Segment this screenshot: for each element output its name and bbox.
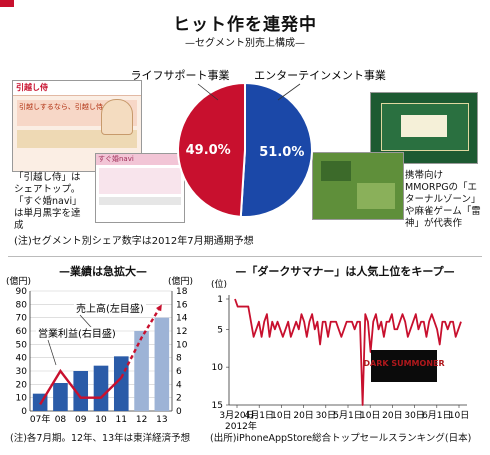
bar-y-left-tick: 70 bbox=[16, 314, 28, 324]
bar-y-right-tick: 12 bbox=[176, 327, 187, 337]
pie-value-label: 49.0% bbox=[186, 143, 231, 158]
sales-label-bg bbox=[74, 302, 146, 315]
ranking-line bbox=[234, 298, 462, 406]
callout-right: 携帯向けMMORPGの「エターナルゾーン」や麻雀ゲーム「雷神」が代表作 bbox=[405, 170, 481, 229]
bar-chart-footnote: (注)各7月期。12年、13年は東洋経済予想 bbox=[10, 433, 191, 444]
pie-value-label: 51.0% bbox=[259, 145, 304, 160]
pie-category-label: エンターテインメント事業 bbox=[254, 69, 386, 82]
bar-y-left-tick: 0 bbox=[21, 407, 27, 417]
callout-left: 「引越し侍」はシェアトップ。「すぐ婚navi」は単月黒字を達成 bbox=[14, 172, 82, 231]
bar-x-tick: 13 bbox=[156, 415, 167, 425]
line-x-tick: 30日 bbox=[316, 410, 336, 421]
profit-arrowhead bbox=[155, 304, 162, 312]
sales-bar bbox=[134, 331, 149, 411]
sales-bar bbox=[53, 383, 68, 411]
bar-y-right-tick: 4 bbox=[176, 380, 182, 390]
line-y-tick: 1 bbox=[217, 295, 223, 305]
pie-chart: 49.0% 51.0% ライフサポート事業 エンターテインメント事業 bbox=[131, 69, 386, 218]
profit-series-label: 営業利益(右目盛) bbox=[38, 327, 116, 340]
bar-y-right-tick: 6 bbox=[176, 367, 182, 377]
page-title: ヒット作を連発中 bbox=[173, 15, 317, 35]
corner-mark bbox=[0, 0, 14, 7]
bar-y-right-tick: 18 bbox=[176, 287, 188, 297]
samurai-mascot bbox=[101, 99, 133, 135]
bar-y-right-tick: 14 bbox=[176, 314, 188, 324]
line-chart-footnote: (出所)iPhoneAppStore総合トップセールスランキング(日本) bbox=[210, 433, 472, 444]
profit-leader-line bbox=[47, 339, 57, 366]
bar-y-left-tick: 80 bbox=[16, 300, 28, 310]
profit-line-forecast bbox=[120, 303, 163, 379]
bar-x-tick: 11 bbox=[116, 415, 127, 425]
screenshot2-photo bbox=[99, 168, 181, 194]
sales-bar bbox=[73, 371, 89, 411]
bar-y-left-tick: 40 bbox=[16, 354, 28, 364]
bar-y-left-tick: 10 bbox=[16, 394, 28, 404]
bar-y-right-label: (億円) bbox=[168, 275, 193, 287]
pie-leader-line bbox=[277, 83, 301, 101]
section-divider bbox=[8, 256, 482, 257]
bar-x-tick: 07年 bbox=[30, 413, 50, 425]
bar-chart-title: —業績は急拡大— bbox=[59, 265, 147, 278]
line-x-tick: 4月1日 bbox=[244, 410, 273, 421]
bar-y-right-tick: 16 bbox=[176, 300, 188, 310]
pie-slice-life-support bbox=[177, 81, 246, 218]
line-y-tick: 15 bbox=[212, 401, 223, 411]
bar-y-right-tick: 8 bbox=[176, 354, 182, 364]
line-x-tick: 3月20日 bbox=[219, 410, 254, 421]
bar-x-tick: 12 bbox=[136, 415, 147, 425]
sales-bar bbox=[154, 317, 170, 411]
bar-y-left-label: (億円) bbox=[6, 275, 31, 287]
line-y-tick: 10 bbox=[212, 363, 224, 373]
line-chart-title: —「ダークサマナー」は人気上位をキープ— bbox=[235, 265, 455, 278]
bar-y-left-tick: 30 bbox=[16, 367, 28, 377]
pie-slice-entertainment bbox=[239, 81, 313, 218]
bar-y-right-tick: 10 bbox=[176, 340, 188, 350]
dark-summoner-logo: DARK SUMMONER bbox=[363, 350, 445, 382]
bar-x-tick: 10 bbox=[95, 415, 107, 425]
pie-leader-line bbox=[197, 83, 219, 101]
line-x-tick: 20日 bbox=[293, 410, 313, 421]
line-x-tick: 30日 bbox=[404, 410, 424, 421]
logo-text: DARK SUMMONER bbox=[363, 359, 444, 368]
pie-category-label: ライフサポート事業 bbox=[131, 69, 230, 82]
line-x-tick: 5月1日 bbox=[333, 410, 362, 421]
line-y-tick: 5 bbox=[217, 325, 223, 335]
profit-line bbox=[39, 368, 123, 405]
line-x-tick: 10日 bbox=[449, 410, 469, 421]
bar-x-tick: 08 bbox=[55, 415, 67, 425]
line-x-tick: 10日 bbox=[360, 410, 380, 421]
pie-subtitle: —セグメント別売上構成— bbox=[185, 38, 305, 49]
bar-y-left-tick: 60 bbox=[16, 327, 28, 337]
sales-bar bbox=[93, 365, 109, 411]
bar-y-right-tick: 0 bbox=[176, 407, 182, 417]
line-x-tick: 10日 bbox=[271, 410, 291, 421]
bar-x-tick: 09 bbox=[75, 415, 87, 425]
pie-footnote: (注)セグメント別シェア数字は2012年7月期通期予想 bbox=[14, 236, 254, 247]
line-x-tick: 6月1日 bbox=[422, 410, 451, 421]
line-x-tick: 20日 bbox=[382, 410, 402, 421]
screenshot-brand: 引越し侍 bbox=[13, 81, 141, 96]
screenshot-rpg-game bbox=[312, 152, 404, 220]
bar-y-left-tick: 90 bbox=[16, 287, 28, 297]
profit-label-bg bbox=[36, 327, 110, 340]
bar-y-left-tick: 50 bbox=[16, 340, 28, 350]
screenshot2-header: すぐ婚navi bbox=[96, 154, 184, 165]
bar-y-right-tick: 2 bbox=[176, 394, 182, 404]
line-x-year: 2012年 bbox=[225, 420, 257, 432]
bar-y-left-tick: 20 bbox=[16, 380, 28, 390]
screenshot-mahjong-game bbox=[370, 92, 478, 164]
screenshot-marriage-site: すぐ婚navi bbox=[95, 153, 185, 223]
line-y-label: (位) bbox=[211, 278, 227, 290]
screenshot2-bar bbox=[99, 197, 181, 205]
sales-series-label: 売上高(左目盛) bbox=[76, 302, 144, 315]
